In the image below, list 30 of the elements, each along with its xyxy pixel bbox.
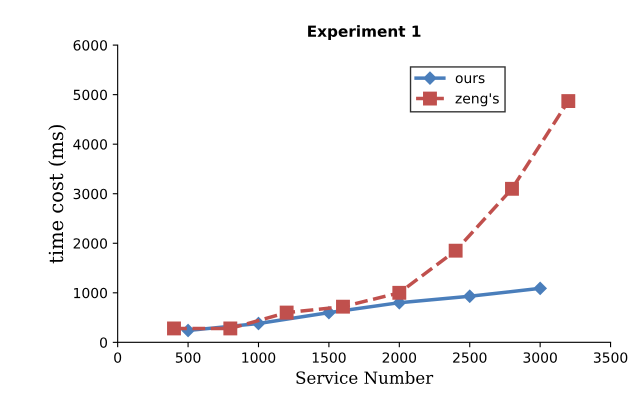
- point: [448, 244, 463, 258]
- point: [392, 286, 406, 300]
- y-tick-label: 5000: [74, 90, 108, 100]
- y-tick-label: 1000: [74, 288, 108, 298]
- chart-title: Experiment 1: [308, 25, 420, 40]
- x-tick-label: 3500: [594, 352, 628, 363]
- x-axis-title: Service Number: [296, 371, 434, 384]
- y-axis-title: time cost (ms): [48, 125, 66, 264]
- y-tick-label: 6000: [74, 40, 108, 51]
- point: [561, 94, 576, 108]
- x-tick-label: 3000: [524, 352, 557, 363]
- x-tick-label: 2000: [382, 352, 416, 363]
- y-tick-label: 2000: [74, 238, 108, 249]
- legend-label: zeng's: [456, 93, 499, 106]
- legend-label: ours: [456, 75, 485, 84]
- x-tick-label: 1000: [242, 352, 276, 363]
- point: [280, 306, 294, 320]
- x-tick-label: 1500: [312, 352, 346, 363]
- x-tick-label: 2500: [453, 352, 486, 363]
- y-tick-label: 4000: [73, 139, 108, 150]
- y-tick-label: 0: [100, 337, 108, 348]
- point: [505, 182, 519, 196]
- x-tick-label: 500: [176, 352, 200, 363]
- point: [534, 282, 547, 295]
- x-tick-label: 0: [114, 352, 122, 363]
- point: [336, 300, 350, 314]
- point: [463, 290, 476, 303]
- point: [223, 322, 238, 336]
- y-tick-label: 3000: [74, 188, 108, 200]
- point: [167, 322, 181, 336]
